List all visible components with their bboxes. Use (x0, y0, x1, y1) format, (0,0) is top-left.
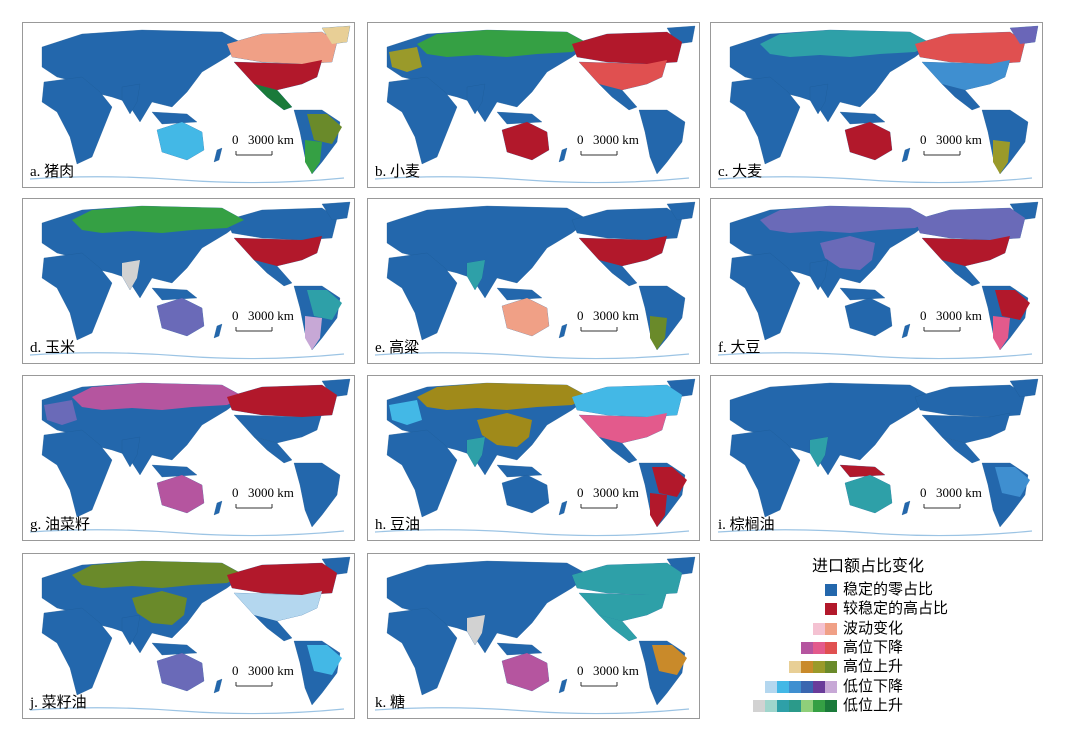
legend: 进口额占比变化 稳定的零占比 较稳定的高占比 波动变化高位下降高位上升低位下降低位上… (740, 550, 1040, 720)
map-panel: 0 3000 km f. 大豆 (710, 198, 1043, 364)
map: 0 3000 km b. 小麦 (367, 22, 700, 188)
legend-swatch (777, 680, 789, 693)
map: 0 3000 km a. 猪肉 (22, 22, 355, 188)
legend-item: 高位下降 (740, 640, 1040, 656)
panel-label: i. 棕榈油 (718, 516, 775, 533)
legend-item: 稳定的零占比 (740, 582, 1040, 598)
map: 0 3000 km j. 菜籽油 (22, 553, 355, 719)
map-panel: 0 3000 km e. 高粱 (367, 198, 700, 364)
map-panel: 0 3000 km h. 豆油 (367, 375, 700, 541)
legend-swatch (801, 699, 813, 712)
legend-item: 高位上升 (740, 659, 1040, 675)
map-panel: 0 3000 km g. 油菜籽 (22, 375, 355, 541)
map: 0 3000 km k. 糖 (367, 553, 700, 719)
legend-label: 较稳定的高占比 (843, 601, 949, 618)
map: 0 3000 km d. 玉米 (22, 198, 355, 364)
scale-zero: 0 (577, 132, 584, 147)
map: 0 3000 km e. 高粱 (367, 198, 700, 364)
scale-zero: 0 (577, 308, 584, 323)
scale-zero: 0 (920, 132, 927, 147)
scale-distance: 3000 km (248, 663, 294, 678)
legend-swatch (825, 603, 837, 616)
panel-label: c. 大麦 (718, 163, 762, 180)
map-panel: 0 3000 km d. 玉米 (22, 198, 355, 364)
scale-distance: 3000 km (936, 485, 982, 500)
legend-swatch (813, 641, 825, 654)
scale-zero: 0 (577, 485, 584, 500)
legend-item: 低位下降 (740, 679, 1040, 695)
panel-label: j. 菜籽油 (29, 694, 87, 711)
scale-distance: 3000 km (936, 132, 982, 147)
legend-label: 高位上升 (843, 659, 904, 676)
legend-swatch (825, 641, 837, 654)
scale-distance: 3000 km (248, 308, 294, 323)
scale-zero: 0 (232, 485, 239, 500)
map-panel: 0 3000 km a. 猪肉 (22, 22, 355, 188)
map-panel: 0 3000 km c. 大麦 (710, 22, 1043, 188)
legend-swatch (813, 680, 825, 693)
scale-distance: 3000 km (936, 308, 982, 323)
legend-swatch (789, 699, 801, 712)
legend-swatch (801, 641, 813, 654)
legend-swatch (813, 622, 825, 635)
scale-distance: 3000 km (593, 663, 639, 678)
legend-swatch (813, 661, 825, 674)
legend-label: 高位下降 (843, 639, 904, 656)
panel-label: h. 豆油 (375, 516, 420, 533)
legend-item: 低位上升 (740, 698, 1040, 714)
legend-swatch (825, 680, 837, 693)
map: 0 3000 km c. 大麦 (710, 22, 1043, 188)
legend-label: 低位下降 (843, 678, 904, 695)
legend-title: 进口额占比变化 (812, 558, 925, 575)
scale-zero: 0 (920, 485, 927, 500)
legend-swatch (825, 584, 837, 596)
legend-swatch (825, 622, 837, 635)
scale-zero: 0 (577, 663, 584, 678)
panel-label: e. 高粱 (375, 339, 419, 356)
legend-swatch (789, 680, 801, 693)
scale-distance: 3000 km (593, 485, 639, 500)
legend-swatch (765, 699, 777, 712)
legend-swatch (813, 699, 825, 712)
legend-swatch (801, 661, 813, 674)
legend-label: 波动变化 (843, 620, 904, 637)
scale-zero: 0 (920, 308, 927, 323)
panel-label: a. 猪肉 (30, 163, 74, 180)
legend-item: 较稳定的高占比 (740, 601, 1040, 617)
map: 0 3000 km f. 大豆 (710, 198, 1043, 364)
map-panel: 0 3000 km j. 菜籽油 (22, 553, 355, 719)
legend-label: 低位上升 (843, 697, 904, 714)
legend-swatch (753, 699, 765, 712)
scale-zero: 0 (232, 132, 239, 147)
scale-distance: 3000 km (248, 485, 294, 500)
legend-swatch (801, 680, 813, 693)
legend-swatch (825, 661, 837, 674)
legend-swatch (825, 699, 837, 712)
panel-label: f. 大豆 (718, 339, 761, 356)
map-panel: 0 3000 km i. 棕榈油 (710, 375, 1043, 541)
map: 0 3000 km g. 油菜籽 (22, 375, 355, 541)
panel-label: g. 油菜籽 (30, 516, 90, 533)
map-panel: 0 3000 km b. 小麦 (367, 22, 700, 188)
scale-distance: 3000 km (593, 308, 639, 323)
panel-label: d. 玉米 (30, 339, 75, 356)
scale-zero: 0 (232, 663, 239, 678)
legend-item: 波动变化 (740, 621, 1040, 637)
panel-label: b. 小麦 (375, 163, 420, 180)
scale-distance: 3000 km (593, 132, 639, 147)
panel-label: k. 糖 (375, 694, 405, 711)
scale-distance: 3000 km (248, 132, 294, 147)
legend-label: 稳定的零占比 (843, 582, 934, 598)
scale-zero: 0 (232, 308, 239, 323)
map: 0 3000 km h. 豆油 (367, 375, 700, 541)
legend-swatch (777, 699, 789, 712)
legend-swatch (765, 680, 777, 693)
legend-swatch (789, 661, 801, 674)
map-panel: 0 3000 km k. 糖 (367, 553, 700, 719)
map: 0 3000 km i. 棕榈油 (710, 375, 1043, 541)
